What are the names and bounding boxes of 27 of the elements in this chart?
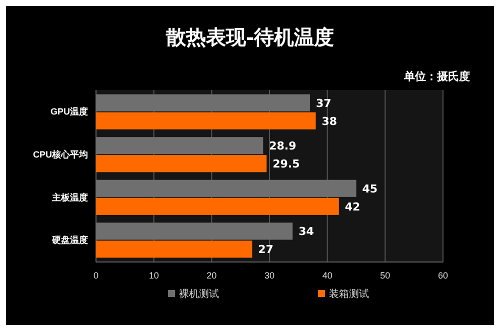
bar bbox=[96, 112, 316, 130]
data-label: 27 bbox=[258, 243, 274, 256]
data-label: 37 bbox=[316, 96, 332, 110]
y-tick-label: 硬盘温度 bbox=[51, 235, 88, 246]
data-label: 28.9 bbox=[269, 140, 296, 153]
x-tick-label: 0 bbox=[93, 270, 99, 280]
legend-label: 装箱测试 bbox=[329, 288, 369, 300]
data-label: 45 bbox=[362, 182, 378, 196]
legend-label: 裸机测试 bbox=[179, 288, 219, 300]
x-tick-label: 10 bbox=[148, 270, 159, 280]
x-tick-label: 50 bbox=[380, 270, 390, 280]
y-tick-label: GPU温度 bbox=[50, 106, 88, 117]
bar bbox=[96, 198, 339, 215]
data-label: 38 bbox=[322, 114, 338, 128]
x-tick-label: 30 bbox=[264, 270, 275, 280]
x-tick-label: 20 bbox=[206, 270, 217, 280]
chart-title: 散热表现-待机温度 bbox=[164, 25, 334, 49]
y-tick-label: 主板温度 bbox=[51, 192, 88, 202]
data-label: 29.5 bbox=[272, 158, 300, 171]
data-label: 34 bbox=[298, 225, 314, 238]
x-tick-label: 60 bbox=[438, 270, 448, 280]
data-label: 42 bbox=[344, 200, 360, 214]
bar bbox=[96, 155, 267, 172]
bar bbox=[96, 240, 252, 258]
text: 单位：摄氏度 bbox=[403, 70, 470, 83]
y-tick-label: CPU核心平均 bbox=[32, 149, 88, 160]
x-tick-label: 40 bbox=[322, 270, 332, 280]
